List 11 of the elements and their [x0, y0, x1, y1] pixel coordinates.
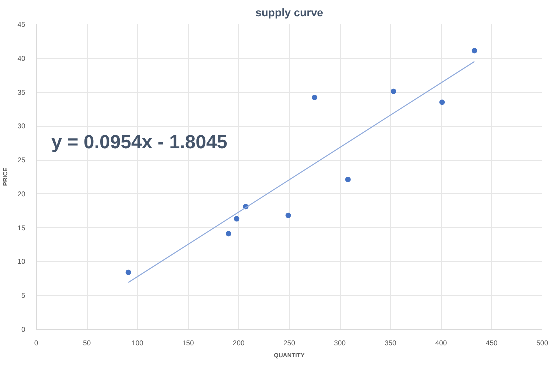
point: [234, 216, 240, 222]
point: [126, 270, 132, 276]
point: [345, 176, 351, 182]
point: [472, 48, 478, 54]
point: [390, 88, 396, 94]
annotation: y = 0.0954x - 1.8045: [52, 132, 228, 154]
point: [286, 212, 292, 218]
point: [226, 231, 232, 237]
point: [312, 94, 318, 100]
chart-title: supply curve: [256, 8, 324, 20]
point: [440, 100, 446, 106]
